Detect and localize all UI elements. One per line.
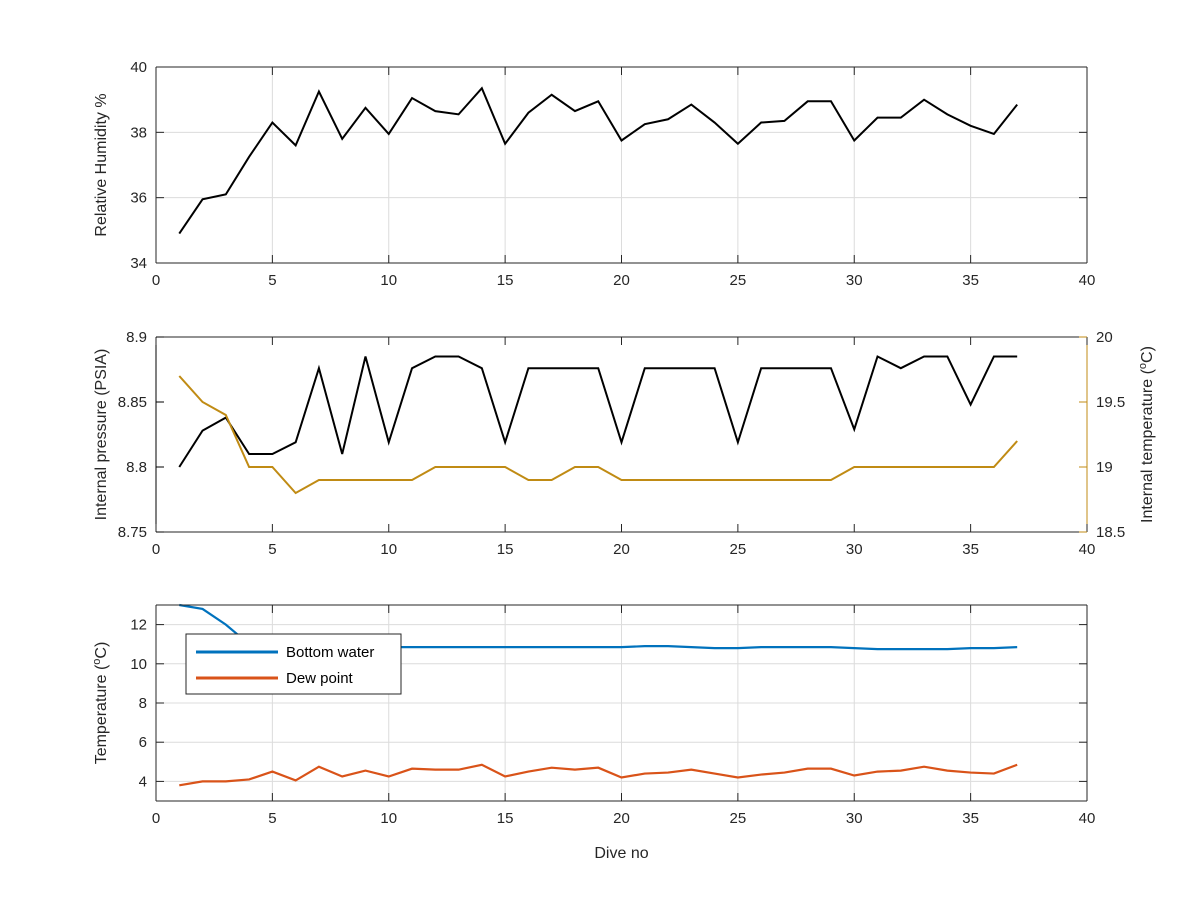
x-tick-label: 40 bbox=[1079, 272, 1096, 289]
y-tick-label: 36 bbox=[130, 190, 147, 207]
legend-entry-dew-point: Dew point bbox=[286, 670, 354, 687]
y-tick-label: 4 bbox=[139, 773, 147, 790]
x-tick-label: 0 bbox=[152, 541, 160, 558]
x-tick-label: 25 bbox=[730, 541, 747, 558]
x-tick-label: 5 bbox=[268, 541, 276, 558]
x-tick-label: 35 bbox=[962, 810, 979, 827]
y-tick-label: 12 bbox=[130, 617, 147, 634]
y-right-tick-label: 19.5 bbox=[1096, 394, 1125, 411]
series-line-right-axis bbox=[178, 375, 1018, 495]
y-tick-label: 8.9 bbox=[126, 329, 147, 346]
y-tick-label: 38 bbox=[130, 124, 147, 141]
y-right-tick-label: 19 bbox=[1096, 459, 1113, 476]
x-tick-label: 25 bbox=[730, 272, 747, 289]
x-tick-label: 20 bbox=[613, 810, 630, 827]
x-tick-label: 20 bbox=[613, 541, 630, 558]
y-axis-label: Relative Humidity % bbox=[93, 93, 110, 236]
temperature-panel: 0 5 10 15 20 25 30 35 40 4 6 8 10 12 Temperature (oC) D… bbox=[91, 603, 1096, 862]
x-tick-label: 0 bbox=[152, 810, 160, 827]
y-right-tick-label: 18.5 bbox=[1096, 524, 1125, 541]
y-tick-label: 40 bbox=[130, 59, 147, 76]
x-tick-label: 10 bbox=[380, 272, 397, 289]
y-axis-label: Internal pressure (PSIA) bbox=[93, 349, 110, 521]
x-tick-label: 40 bbox=[1079, 541, 1096, 558]
x-tick-label: 15 bbox=[497, 810, 514, 827]
series-line bbox=[178, 86, 1018, 235]
x-tick-label: 10 bbox=[380, 810, 397, 827]
x-tick-label: 40 bbox=[1079, 810, 1096, 827]
x-tick-label: 5 bbox=[268, 810, 276, 827]
pressure-temperature-panel: 0 5 10 15 20 25 30 35 40 8.75 8.8 8.85 8.9 18.5 19 19.5… bbox=[93, 329, 1156, 558]
x-axis-label: Dive no bbox=[594, 845, 648, 862]
series-line bbox=[178, 355, 1018, 468]
x-tick-label: 5 bbox=[268, 272, 276, 289]
x-tick-label: 30 bbox=[846, 272, 863, 289]
x-tick-label: 35 bbox=[962, 541, 979, 558]
x-tick-label: 15 bbox=[497, 541, 514, 558]
x-tick-label: 0 bbox=[152, 272, 160, 289]
y-tick-label: 8.75 bbox=[118, 524, 147, 541]
x-tick-label: 30 bbox=[846, 810, 863, 827]
x-tick-label: 20 bbox=[613, 272, 630, 289]
legend: Bottom water Dew point bbox=[185, 633, 402, 695]
y-tick-label: 8 bbox=[139, 695, 147, 712]
x-tick-label: 10 bbox=[380, 541, 397, 558]
x-tick-label: 35 bbox=[962, 272, 979, 289]
x-tick-label: 30 bbox=[846, 541, 863, 558]
y-axis-label: Temperature (oC) bbox=[91, 642, 110, 765]
legend-entry-bottom-water: Bottom water bbox=[286, 644, 374, 661]
humidity-panel: 0 5 10 15 20 25 30 35 40 34 36 38 40 Relative Humidit… bbox=[93, 59, 1095, 289]
y-right-axis-label: Internal temperature (oC) bbox=[1137, 346, 1156, 523]
x-tick-label: 15 bbox=[497, 272, 514, 289]
y-tick-label: 8.85 bbox=[118, 394, 147, 411]
series-line-dew-point bbox=[179, 763, 1018, 787]
y-tick-label: 10 bbox=[130, 656, 147, 673]
x-tick-label: 25 bbox=[730, 810, 747, 827]
y-tick-label: 8.8 bbox=[126, 459, 147, 476]
y-tick-label: 34 bbox=[130, 255, 147, 272]
y-right-tick-label: 20 bbox=[1096, 329, 1113, 346]
y-tick-label: 6 bbox=[139, 734, 147, 751]
legend-box bbox=[185, 633, 402, 695]
